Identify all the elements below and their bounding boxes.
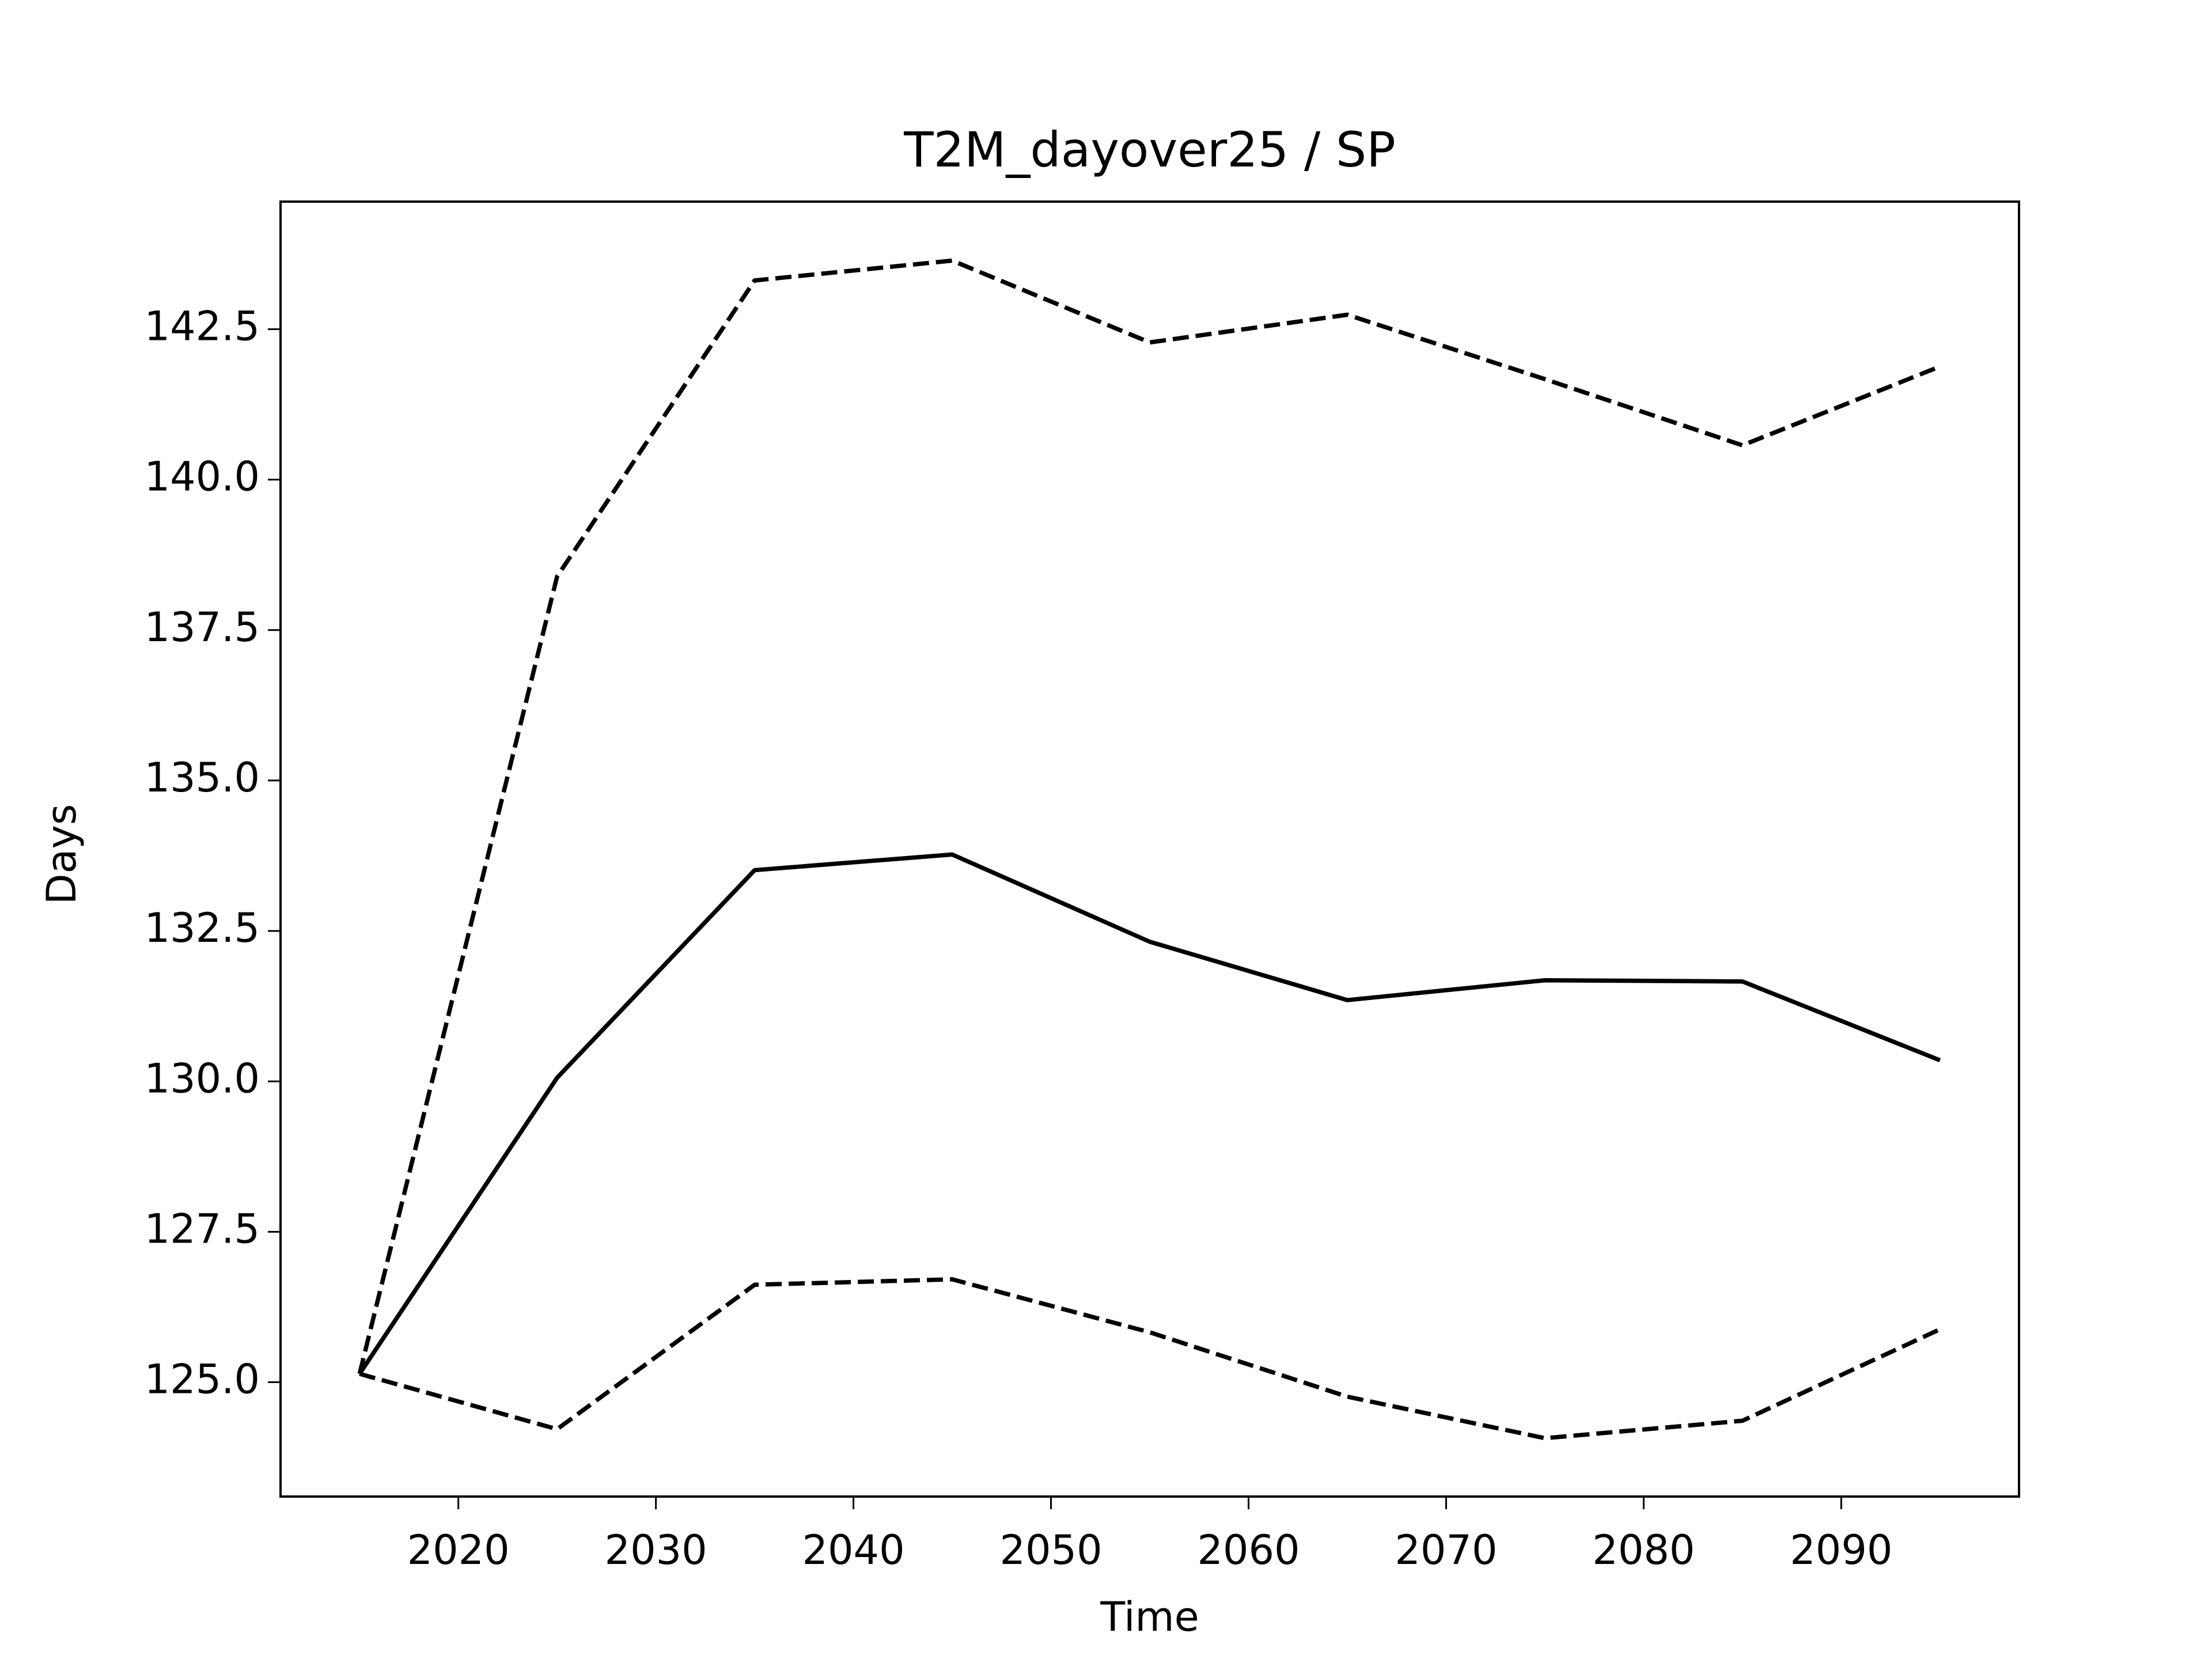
x-axis-label: Time [1100,1593,1199,1641]
y-tick-label: 125.0 [145,1356,260,1403]
y-tick-label: 130.0 [145,1055,260,1102]
y-tick-label: 137.5 [145,604,260,651]
x-tick-label: 2070 [1395,1527,1497,1574]
series-line [359,1277,1941,1441]
x-tick-label: 2020 [407,1527,510,1574]
chart-title: T2M_dayover25 / SP [903,122,1396,178]
x-tick-label: 2060 [1197,1527,1300,1574]
y-tick-label: 127.5 [145,1205,260,1252]
y-tick-label: 142.5 [145,302,260,350]
x-tick-label: 2090 [1790,1527,1892,1574]
y-tick-label: 135.0 [145,754,260,801]
y-axis-label: Days [38,804,85,905]
series-line [357,258,1941,1374]
series-line [358,852,1941,1375]
x-tick-label: 2080 [1592,1527,1695,1574]
y-tick-label: 140.0 [145,453,260,501]
x-tick-label: 2050 [999,1527,1102,1574]
y-tick-label: 132.5 [145,904,260,952]
x-tick-label: 2040 [802,1527,904,1574]
plot-frame [279,200,2020,1498]
x-tick-label: 2030 [605,1527,707,1574]
